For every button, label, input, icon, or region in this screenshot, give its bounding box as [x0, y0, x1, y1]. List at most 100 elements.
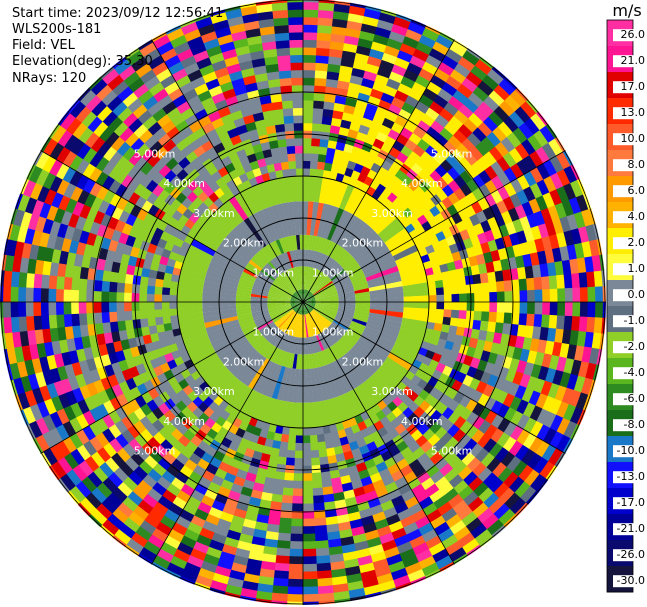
velocity-cell [333, 148, 344, 159]
velocity-cell [68, 239, 80, 254]
velocity-cell [147, 121, 163, 136]
velocity-cell [104, 457, 120, 473]
velocity-cell [526, 239, 538, 255]
velocity-cell [78, 312, 88, 326]
velocity-cell [186, 555, 204, 569]
velocity-cell [331, 575, 348, 586]
velocity-cell [270, 147, 281, 157]
velocity-cell [299, 234, 304, 250]
velocity-cell [80, 254, 92, 269]
colorbar-tick-bg [613, 575, 647, 588]
velocity-cell [112, 340, 123, 353]
velocity-cell [180, 568, 199, 583]
velocity-cell [587, 302, 596, 318]
velocity-cell [246, 330, 261, 342]
velocity-cell [263, 264, 278, 279]
velocity-cell [95, 417, 109, 433]
velocity-cell [201, 520, 218, 534]
velocity-cell [127, 470, 143, 486]
velocity-cell [347, 265, 362, 276]
velocity-cell [140, 391, 153, 404]
velocity-cell [353, 106, 366, 118]
velocity-cell [152, 395, 165, 408]
velocity-cell [288, 24, 304, 33]
velocity-cell [328, 55, 343, 66]
velocity-cell [239, 277, 255, 286]
velocity-cell [95, 502, 113, 520]
velocity-cell [201, 139, 214, 152]
velocity-cell [101, 321, 112, 334]
velocity-cell [133, 182, 147, 197]
velocity-cell [55, 162, 70, 180]
velocity-cell [336, 311, 354, 319]
velocity-cell [154, 278, 164, 288]
velocity-cell [241, 323, 257, 333]
velocity-cell [90, 392, 104, 408]
velocity-cell [184, 132, 198, 146]
velocity-cell [177, 346, 188, 357]
velocity-cell [292, 488, 303, 497]
velocity-cell [251, 426, 262, 437]
velocity-cell [301, 289, 303, 302]
velocity-cell [95, 431, 110, 448]
velocity-cell [311, 122, 323, 132]
velocity-cell [134, 394, 147, 408]
velocity-cell [211, 91, 226, 105]
velocity-cell [483, 151, 498, 167]
velocity-cell [343, 558, 360, 569]
velocity-cell [487, 352, 499, 365]
velocity-cell [299, 289, 303, 302]
velocity-cell [305, 267, 313, 290]
velocity-cell [398, 263, 425, 277]
velocity-cell [527, 134, 543, 152]
velocity-cell [382, 506, 398, 520]
velocity-cell [343, 391, 361, 418]
velocity-cell [107, 115, 124, 132]
velocity-cell [273, 17, 290, 27]
velocity-cell [204, 365, 229, 387]
velocity-cell [412, 446, 426, 460]
velocity-cell [533, 378, 546, 394]
velocity-cell [161, 294, 170, 302]
velocity-cell [305, 234, 311, 250]
velocity-cell [161, 119, 176, 134]
velocity-cell [315, 292, 338, 300]
velocity-cell [479, 272, 489, 284]
velocity-cell [194, 482, 209, 496]
velocity-cell [455, 267, 466, 278]
velocity-cell [33, 273, 43, 289]
velocity-cell [555, 434, 571, 453]
velocity-cell [427, 281, 437, 290]
velocity-cell [168, 294, 178, 302]
velocity-cell [557, 288, 566, 303]
velocity-cell [504, 291, 513, 303]
velocity-cell [394, 115, 409, 128]
velocity-cell [548, 275, 558, 290]
velocity-cell [309, 272, 325, 292]
velocity-cell [514, 335, 526, 350]
velocity-cell [159, 74, 177, 89]
velocity-cell [430, 258, 440, 268]
velocity-cell [161, 248, 172, 259]
velocity-cell [327, 454, 338, 465]
velocity-cell [332, 10, 350, 21]
velocity-cell [200, 494, 215, 508]
velocity-cell [245, 121, 258, 132]
velocity-cell [309, 160, 319, 170]
velocity-cell [576, 330, 587, 348]
velocity-cell [67, 375, 80, 391]
velocity-cell [63, 301, 72, 315]
velocity-cell [176, 168, 189, 181]
velocity-cell [313, 100, 325, 110]
velocity-cell [147, 153, 161, 168]
velocity-cell [390, 495, 406, 508]
velocity-cell [156, 113, 172, 128]
velocity-cell [566, 373, 579, 391]
velocity-cell [53, 207, 66, 224]
velocity-cell [163, 272, 173, 282]
velocity-cell [512, 243, 523, 258]
velocity-cell [313, 335, 322, 352]
velocity-cell [459, 170, 473, 184]
velocity-cell [251, 288, 269, 295]
velocity-cell [49, 142, 65, 160]
